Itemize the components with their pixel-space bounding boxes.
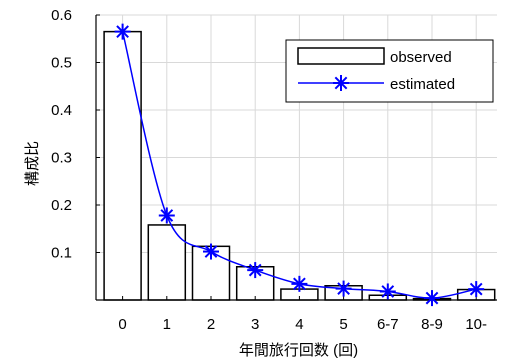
estimated-line bbox=[121, 31, 477, 299]
legend-estimated-marker-icon bbox=[333, 75, 349, 91]
marker-stroke bbox=[160, 209, 174, 222]
x-tick-label: 2 bbox=[207, 316, 215, 333]
bar-1 bbox=[147, 224, 187, 301]
ticks: 0 1 2 3 4 5 6-7 8-9 10- 0.1 0.2 0.3 0.4 0.5 0.6 bbox=[51, 7, 487, 333]
x-tick-label: 10- bbox=[465, 316, 487, 333]
legend-estimated-label: estimated bbox=[390, 76, 455, 93]
estimated-marker-10- bbox=[468, 281, 485, 298]
marker-stroke bbox=[293, 277, 306, 291]
estimated-marker-2 bbox=[203, 243, 219, 260]
x-tick-label: 1 bbox=[163, 316, 171, 333]
y-axis-label: 構成比 bbox=[24, 141, 41, 186]
y-tick-label: 0.1 bbox=[51, 245, 72, 262]
estimated-marker-5 bbox=[335, 280, 352, 297]
estimated-marker-8-9 bbox=[424, 290, 440, 307]
bar-0 bbox=[103, 30, 142, 301]
y-tick-label: 0.5 bbox=[51, 55, 72, 72]
estimated-marker-6-7 bbox=[379, 283, 396, 300]
x-tick-label: 4 bbox=[295, 316, 303, 333]
marker-stroke bbox=[381, 285, 395, 298]
marker-stroke bbox=[116, 25, 129, 38]
estimated-marker-1 bbox=[158, 207, 175, 224]
x-tick-label: 0 bbox=[118, 316, 126, 333]
marker-stroke bbox=[337, 282, 350, 295]
estimated-marker-0 bbox=[114, 23, 131, 40]
x-tick-label: 5 bbox=[339, 316, 347, 333]
x-axis-label: 年間旅行回数 (回) bbox=[239, 342, 358, 359]
estimated-marker-3 bbox=[247, 262, 264, 279]
marker-stroke bbox=[469, 282, 483, 296]
legend-asterisk-icon bbox=[333, 75, 349, 91]
x-tick-label: 3 bbox=[251, 316, 259, 333]
marker-stroke bbox=[334, 76, 348, 90]
estimated-series bbox=[114, 23, 485, 307]
legend-observed-swatch bbox=[297, 47, 385, 65]
y-tick-label: 0.6 bbox=[51, 7, 72, 24]
estimated-marker-4 bbox=[291, 275, 308, 292]
marker-stroke bbox=[425, 291, 439, 305]
y-tick-label: 0.4 bbox=[51, 102, 72, 119]
y-tick-label: 0.2 bbox=[51, 197, 72, 214]
x-tick-label: 8-9 bbox=[421, 316, 443, 333]
marker-stroke bbox=[204, 245, 218, 258]
legend-observed-label: observed bbox=[390, 49, 452, 66]
x-tick-label: 6-7 bbox=[377, 316, 399, 333]
marker-stroke bbox=[248, 263, 262, 277]
y-tick-label: 0.3 bbox=[51, 150, 72, 167]
legend: observed estimated bbox=[285, 39, 494, 103]
